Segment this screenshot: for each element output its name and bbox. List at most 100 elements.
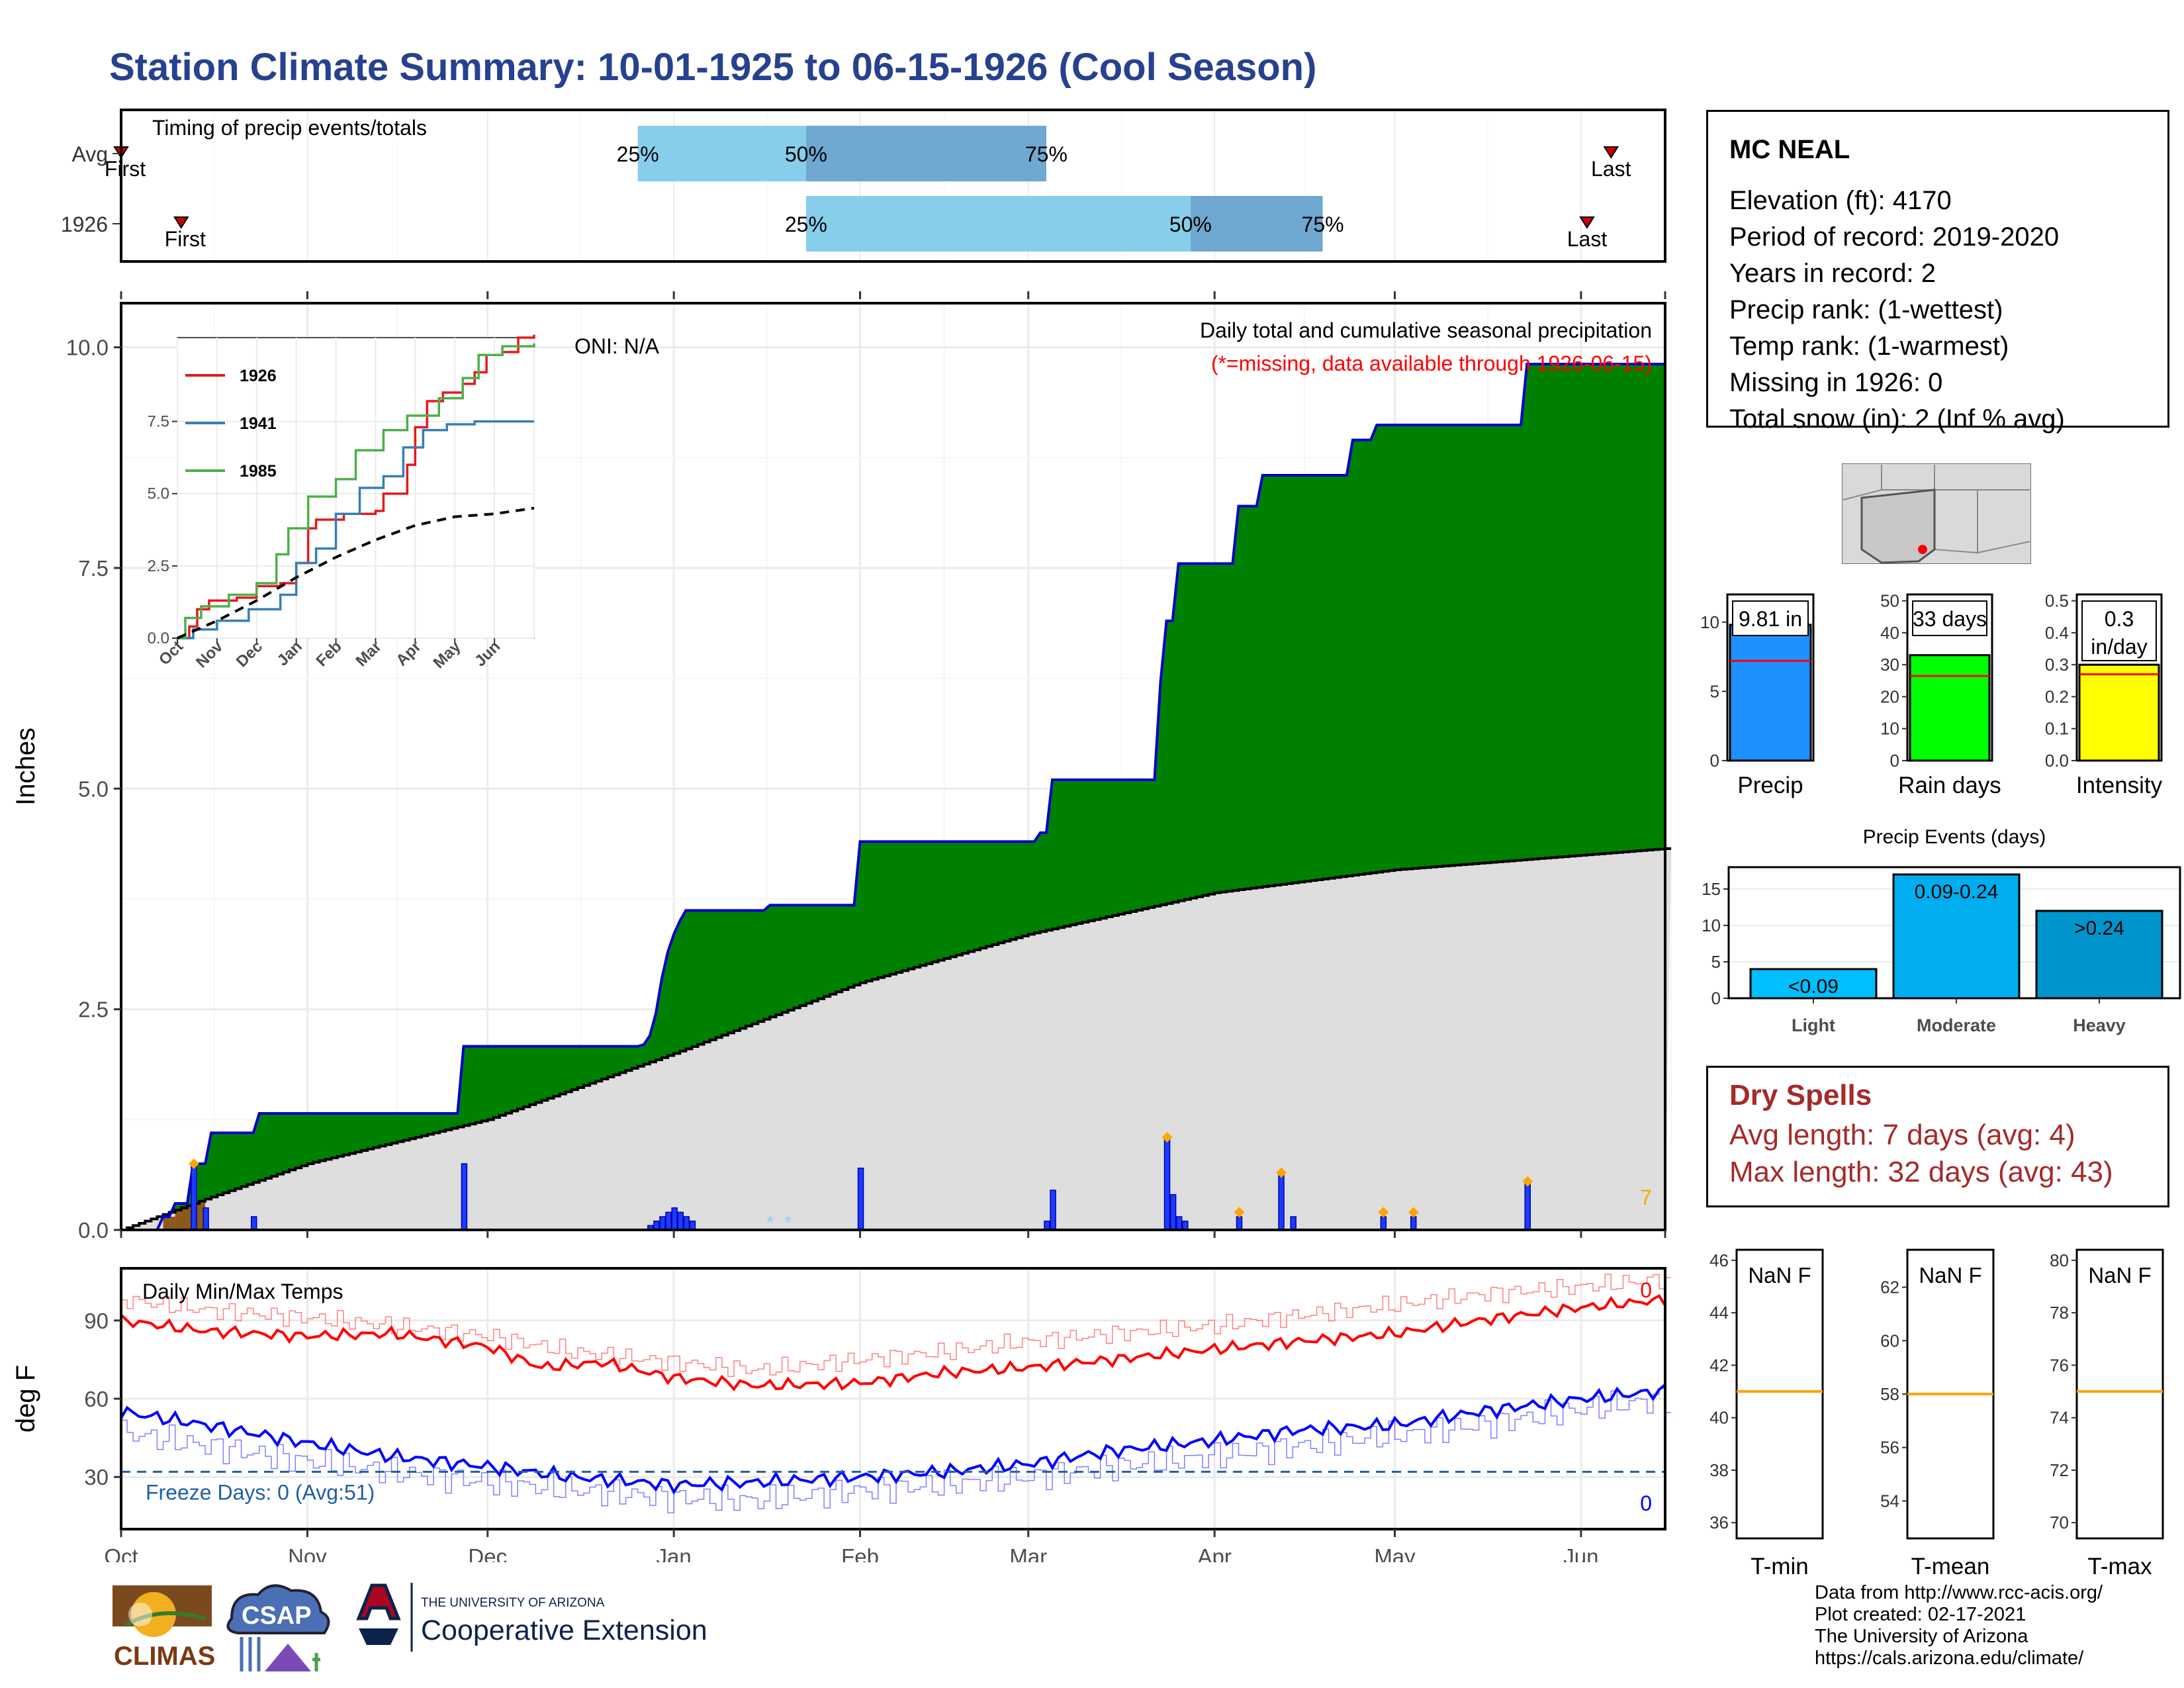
page-title: Station Climate Summary: 10-01-1925 to 0… xyxy=(109,46,1317,89)
event-marker xyxy=(1161,1132,1173,1143)
stat-bar xyxy=(2078,663,2160,762)
event-bar xyxy=(2035,910,2163,1000)
event-category-label: Heavy xyxy=(2073,1015,2126,1035)
inset-y-tick-label: 5.0 xyxy=(148,485,169,503)
stat-category-label: Rain days xyxy=(1898,773,2001,798)
stat-value-label: 9.81 in xyxy=(1739,607,1802,631)
tmax-average-line xyxy=(121,1274,1672,1378)
temp-summary-y-tick-label: 44 xyxy=(1709,1303,1729,1323)
stat-y-tick-label: 30 xyxy=(1880,655,1899,675)
inset-series-line xyxy=(177,334,535,639)
temp-summary-y-tick-label: 62 xyxy=(1880,1278,1899,1297)
temp-summary-y-tick-label: 70 xyxy=(2050,1513,2069,1532)
freeze-days-label: Freeze Days: 0 (Avg:51) xyxy=(146,1480,375,1504)
daily-precip-bar xyxy=(1290,1216,1297,1231)
event-category-label: Moderate xyxy=(1917,1015,1996,1035)
precip-y-tick-label: 7.5 xyxy=(78,556,109,581)
stat-y-tick-label: 50 xyxy=(1880,591,1899,611)
event-count-label: 7 xyxy=(1640,1186,1652,1209)
stat-value-label: 0.3 xyxy=(2105,607,2134,631)
temp-summary-y-tick-label: 46 xyxy=(1709,1250,1729,1270)
timing-bar-50-75 xyxy=(1190,196,1323,252)
daily-precip-bar xyxy=(1175,1216,1183,1231)
stat-y-tick-label: 0 xyxy=(1890,751,1899,771)
inset-y-tick-label: 2.5 xyxy=(148,557,169,575)
event-marker xyxy=(1378,1207,1389,1218)
precip-events-chart: Precip Events (days) 0 5 10 15 <0.09 Light 0.09… xyxy=(1702,826,2181,1035)
stat-y-tick-label: 10 xyxy=(1700,612,1719,632)
oni-label: ONI: N/A xyxy=(574,334,660,358)
events-y-tick-label: 5 xyxy=(1711,952,1721,972)
tmax-count-label: 0 xyxy=(1640,1278,1652,1302)
ua-logo: THE UNIVERSITY OF ARIZONA Cooperative Ex… xyxy=(356,1583,707,1652)
temp-summary-value-label: NaN F xyxy=(1919,1263,1981,1288)
stat-bar xyxy=(1909,654,1991,762)
precip-chart: * * 0.0 2.5 5.0 7.5 10.0 Inches Daily total and … xyxy=(11,291,1672,1243)
temp-summary-y-tick-label: 56 xyxy=(1880,1438,1899,1458)
temp-summary-value-label: NaN F xyxy=(2088,1263,2151,1288)
stat-value-box xyxy=(1912,600,1987,636)
temp-summary-category-label: T-min xyxy=(1751,1554,1809,1579)
dry-spells-title: Dry Spells xyxy=(1729,1079,1872,1111)
stat-y-tick-label: 0.2 xyxy=(2045,686,2069,706)
timing-bar-50-75 xyxy=(805,126,1046,181)
stat-y-tick-label: 0.0 xyxy=(2045,751,2069,771)
stat-y-tick-label: 10 xyxy=(1880,719,1899,739)
event-marker xyxy=(1234,1207,1245,1218)
daily-precip-bar xyxy=(461,1163,468,1231)
daily-precip-bar xyxy=(677,1211,684,1231)
temp-summary-y-tick-label: 58 xyxy=(1880,1384,1899,1404)
temp-summary-category-label: T-mean xyxy=(1911,1554,1990,1579)
temp-summary-y-tick-label: 72 xyxy=(2050,1460,2069,1480)
p50-label: 50% xyxy=(1169,212,1212,236)
p50-label: 50% xyxy=(785,142,827,166)
timing-plot-border xyxy=(120,109,1666,263)
stat-y-tick-label: 0 xyxy=(1710,751,1719,771)
tmax-line xyxy=(120,1293,1666,1391)
tmin-line xyxy=(120,1383,1666,1495)
month-tick-label: Jun xyxy=(1563,1544,1598,1562)
daily-precip-bar xyxy=(1278,1172,1285,1231)
inset-legend-label: 1926 xyxy=(240,367,277,385)
station-snow: Total snow (in): 2 (Inf % avg) xyxy=(1729,404,2065,434)
dry-spells-max: Max length: 32 days (avg: 43) xyxy=(1729,1156,2113,1188)
events-chart-title: Precip Events (days) xyxy=(1863,826,2046,848)
temp-y-tick-label: 90 xyxy=(84,1309,109,1333)
daily-precip-bar xyxy=(1410,1216,1417,1231)
inset-series-line xyxy=(177,343,535,639)
daily-precip-bar xyxy=(250,1216,257,1231)
inset-average-line xyxy=(177,506,535,639)
stat-value-unit: in/day xyxy=(2091,635,2147,659)
temp-summary-y-tick-label: 42 xyxy=(1709,1355,1729,1375)
dry-spells-panel: Dry Spells Avg length: 7 days (avg: 4) M… xyxy=(1706,1066,2169,1207)
temp-chart: Freeze Days: 0 (Avg:51) Daily Min/Max Tem… xyxy=(11,1267,1672,1562)
temp-summary-panel xyxy=(2075,1248,2164,1540)
daily-precip-bar xyxy=(659,1216,666,1231)
temp-summary-y-tick-label: 36 xyxy=(1709,1513,1729,1532)
temp-summary-chart: NaN F 36 38 40 42 44 46 T-min NaN F 54 56 58 60 62 T-m… xyxy=(1709,1248,2164,1579)
station-missing: Missing in 1926: 0 xyxy=(1729,368,1943,397)
ua-small-text: THE UNIVERSITY OF ARIZONA xyxy=(421,1596,605,1610)
event-marker xyxy=(1408,1207,1419,1218)
station-info-panel: MC NEAL Elevation (ft): 4170 Period of r… xyxy=(1706,110,2169,434)
events-y-tick-label: 0 xyxy=(1711,988,1721,1008)
stat-y-tick-label: 0.1 xyxy=(2045,719,2069,739)
stat-y-tick-label: 0.4 xyxy=(2045,623,2069,643)
temp-y-tick-label: 30 xyxy=(84,1465,109,1489)
precip-chart-title: Daily total and cumulative seasonal prec… xyxy=(1200,318,1652,342)
temp-summary-y-tick-label: 40 xyxy=(1709,1408,1729,1428)
event-marker xyxy=(1522,1176,1533,1187)
credit-data-source: Data from http://www.rcc-acis.org/ xyxy=(1815,1582,2103,1603)
events-plot-border xyxy=(1727,866,2181,1000)
station-name: MC NEAL xyxy=(1729,135,1850,164)
event-category-label: Light xyxy=(1792,1015,1835,1035)
first-event-marker xyxy=(173,216,189,229)
timing-bar-25-50 xyxy=(637,126,806,181)
event-bar-label: <0.09 xyxy=(1788,976,1839,998)
stat-category-label: Precip xyxy=(1737,773,1803,798)
month-tick-label: Dec xyxy=(468,1544,507,1562)
station-location-marker xyxy=(1918,545,1927,554)
events-y-tick-label: 15 xyxy=(1702,879,1721,899)
tmin-average-line xyxy=(121,1387,1672,1514)
logo-strip: CLIMAS CSAP THE UNIVERSITY OF ARIZONA Co… xyxy=(113,1583,707,1671)
